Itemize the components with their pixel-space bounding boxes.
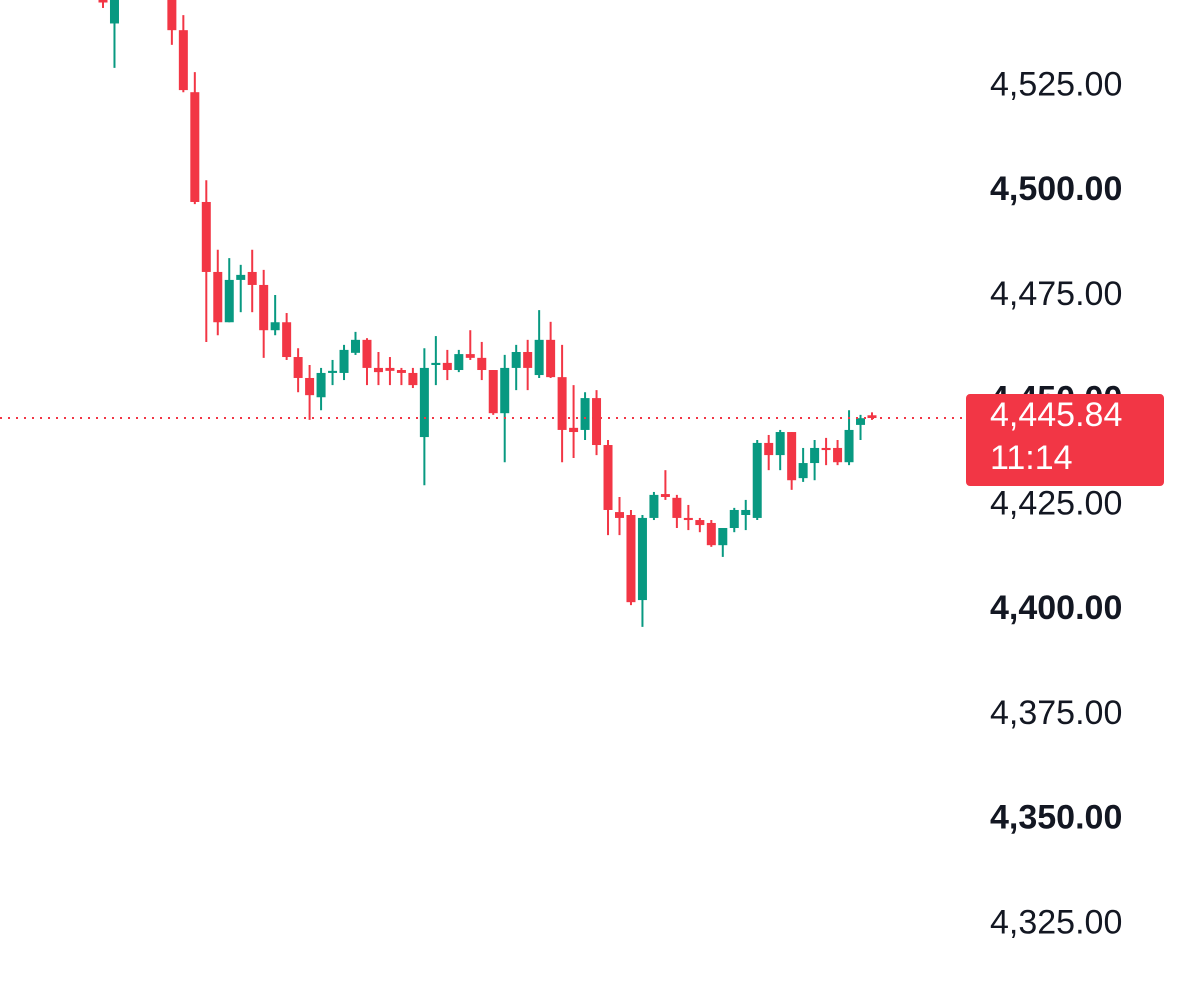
candle-body — [775, 432, 785, 456]
candle-body — [408, 372, 418, 386]
candle-body — [282, 322, 292, 358]
candle-body — [787, 432, 797, 481]
candle-body — [465, 354, 475, 358]
candle-body — [844, 429, 854, 463]
y-tick-label: 4,325.00 — [990, 903, 1122, 941]
y-tick-label: 4,475.00 — [990, 275, 1122, 313]
candle-body — [293, 357, 303, 378]
candle-body — [431, 362, 441, 365]
candle-body — [752, 442, 762, 518]
candle-body — [328, 370, 338, 373]
candle-body — [821, 447, 831, 451]
candle-body — [385, 367, 395, 371]
candle-body — [672, 497, 682, 518]
candle-body — [833, 447, 843, 463]
candle-body — [316, 372, 326, 398]
candle-body — [201, 201, 211, 272]
candle-body — [810, 447, 820, 464]
candle-body — [546, 339, 556, 378]
candle-body — [454, 354, 464, 371]
candle-body — [305, 377, 315, 396]
candle-body — [856, 418, 866, 425]
candle-body — [259, 284, 269, 331]
candle-body — [718, 527, 728, 546]
candle-body — [660, 494, 670, 497]
candle-body — [729, 509, 739, 528]
candle-body — [637, 517, 647, 601]
candle-body — [224, 279, 234, 323]
candle-body — [603, 445, 613, 510]
candle-body — [626, 515, 636, 603]
candle-body — [236, 274, 246, 280]
candle-body — [534, 339, 544, 376]
candle-body — [592, 398, 602, 446]
candle-body — [511, 351, 521, 368]
candle-body — [557, 377, 567, 430]
candle-body — [649, 494, 659, 518]
candles — [98, 0, 877, 627]
candle-body — [270, 322, 280, 331]
candle-body — [764, 442, 774, 456]
candle-body — [373, 367, 383, 373]
candle-body — [213, 271, 223, 323]
candle-body — [798, 463, 808, 479]
candle-body — [247, 271, 257, 285]
candle-body — [396, 370, 406, 373]
countdown-label: 11:14 — [990, 439, 1073, 477]
candle-body — [741, 509, 751, 516]
y-tick-label: 4,350.00 — [990, 799, 1122, 837]
candle-body — [419, 367, 429, 438]
candle-body — [695, 520, 705, 526]
candle-body — [362, 339, 372, 368]
candle-body — [488, 370, 498, 414]
candle-body — [523, 351, 533, 368]
price-marker: 4,445.84 11:14 — [0, 394, 1164, 487]
y-tick-label: 4,425.00 — [990, 484, 1122, 522]
candle-body — [477, 357, 487, 371]
last-price-box — [966, 394, 1164, 487]
y-tick-label: 4,525.00 — [990, 65, 1122, 103]
candle-body — [706, 522, 716, 546]
candle-body — [109, 0, 119, 24]
candle-body — [442, 362, 452, 371]
candle-body — [867, 415, 877, 419]
candle-body — [614, 512, 624, 518]
candle-body — [190, 92, 200, 202]
candle-body — [98, 0, 108, 3]
candle-body — [569, 427, 579, 433]
price-axis: 4,325.00 4,350.00 4,375.00 4,400.00 4,425.00… — [990, 65, 1122, 941]
last-price-label: 4,445.84 — [990, 396, 1122, 434]
candle-body — [683, 517, 693, 521]
candle-body — [580, 398, 590, 430]
candle-body — [339, 349, 349, 373]
y-tick-label: 4,400.00 — [990, 589, 1122, 627]
candle-body — [178, 30, 188, 91]
y-tick-label: 4,375.00 — [990, 694, 1122, 732]
candle-body — [500, 367, 510, 414]
candle-body — [167, 0, 177, 31]
candle-body — [351, 339, 361, 353]
y-tick-label: 4,500.00 — [990, 170, 1122, 208]
